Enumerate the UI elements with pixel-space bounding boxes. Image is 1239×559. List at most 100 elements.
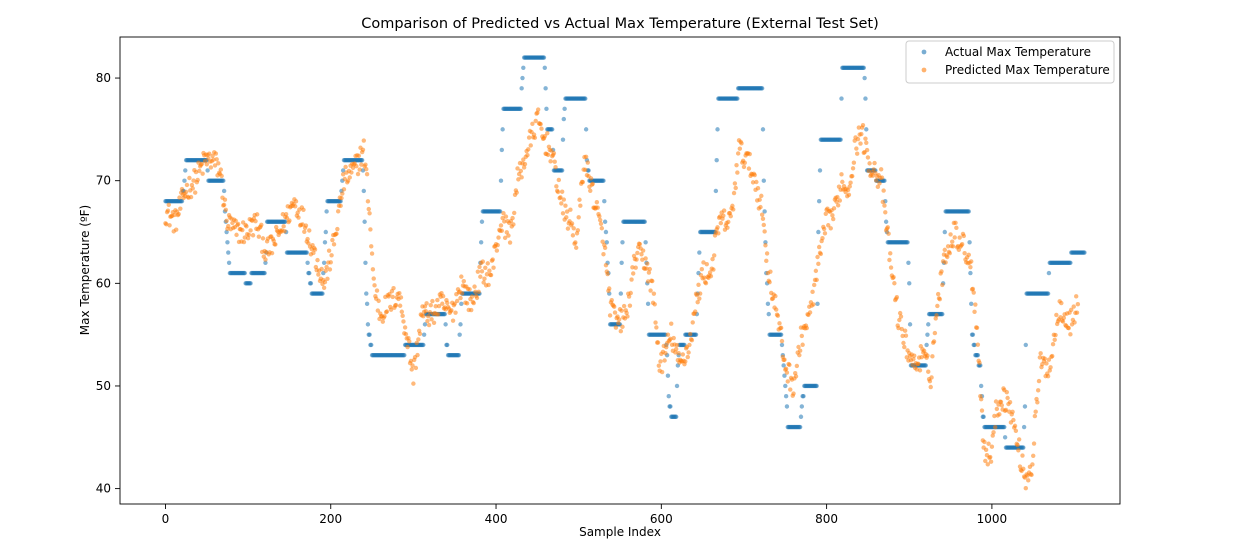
- predicted-point: [707, 270, 713, 275]
- predicted-point: [224, 218, 229, 224]
- predicted-point: [405, 344, 410, 350]
- predicted-point: [851, 160, 857, 165]
- y-tick-label: 70: [96, 174, 111, 188]
- predicted-point: [559, 201, 564, 206]
- predicted-point: [330, 237, 335, 243]
- predicted-point: [912, 353, 917, 358]
- predicted-point: [607, 286, 612, 291]
- actual-point: [248, 281, 253, 286]
- actual-point: [618, 291, 624, 296]
- predicted-point: [548, 159, 553, 164]
- legend-marker-actual: [921, 49, 927, 55]
- predicted-point: [848, 180, 853, 185]
- predicted-point: [917, 368, 923, 373]
- predicted-point: [1026, 478, 1031, 483]
- predicted-point: [440, 301, 445, 306]
- actual-point: [283, 219, 288, 224]
- actual-point: [561, 116, 566, 122]
- predicted-point: [502, 235, 508, 241]
- actual-point: [179, 199, 185, 204]
- actual-point: [815, 301, 820, 307]
- predicted-point: [674, 346, 679, 352]
- predicted-point: [633, 265, 638, 270]
- actual-point: [643, 240, 648, 245]
- predicted-point: [1052, 337, 1057, 343]
- actual-point: [586, 168, 591, 173]
- predicted-point: [715, 225, 720, 230]
- predicted-point: [864, 147, 870, 153]
- predicted-point: [775, 313, 781, 318]
- predicted-point: [950, 239, 955, 244]
- actual-point: [602, 199, 607, 204]
- predicted-point: [219, 173, 224, 179]
- actual-point: [863, 96, 868, 101]
- actual-point: [497, 209, 503, 214]
- predicted-point: [486, 282, 491, 288]
- predicted-point: [558, 195, 563, 200]
- predicted-point: [846, 192, 852, 198]
- predicted-point: [409, 367, 414, 372]
- predicted-point: [518, 168, 524, 174]
- predicted-point: [733, 185, 738, 191]
- predicted-point: [356, 153, 362, 158]
- predicted-point: [937, 296, 943, 302]
- predicted-point: [880, 199, 886, 205]
- predicted-point: [1069, 307, 1074, 312]
- predicted-point: [597, 217, 603, 223]
- predicted-point: [458, 295, 463, 301]
- predicted-point: [813, 268, 819, 274]
- predicted-point: [556, 177, 562, 183]
- actual-point: [1002, 424, 1007, 430]
- predicted-point: [631, 271, 636, 276]
- predicted-point: [688, 331, 693, 337]
- predicted-point: [966, 252, 971, 258]
- predicted-point: [302, 229, 307, 234]
- predicted-point: [260, 236, 266, 241]
- predicted-point: [366, 206, 371, 212]
- predicted-point: [188, 194, 194, 200]
- predicted-point: [653, 320, 658, 325]
- predicted-point: [651, 291, 657, 296]
- predicted-point: [397, 291, 402, 296]
- actual-point: [766, 311, 771, 317]
- predicted-point: [472, 284, 477, 289]
- predicted-point: [485, 261, 490, 266]
- actual-point: [457, 332, 462, 337]
- predicted-point: [598, 221, 604, 226]
- predicted-point: [234, 232, 239, 238]
- predicted-point: [349, 170, 354, 175]
- predicted-point: [361, 138, 366, 143]
- predicted-point: [345, 178, 351, 183]
- actual-point: [544, 106, 549, 112]
- predicted-point: [628, 290, 633, 296]
- predicted-point: [701, 260, 706, 265]
- actual-point: [500, 127, 505, 132]
- predicted-point: [580, 179, 586, 185]
- actual-point: [183, 168, 188, 173]
- predicted-point: [1061, 315, 1067, 321]
- predicted-point: [741, 164, 747, 170]
- predicted-point: [433, 304, 438, 309]
- actual-point: [978, 383, 984, 389]
- actual-point: [1002, 435, 1008, 440]
- predicted-point: [659, 369, 665, 375]
- predicted-point: [542, 134, 547, 139]
- predicted-point: [521, 165, 527, 170]
- predicted-point: [1007, 400, 1013, 405]
- predicted-point: [512, 210, 517, 216]
- predicted-point: [859, 131, 864, 137]
- predicted-point: [408, 358, 414, 364]
- actual-point: [839, 96, 844, 101]
- predicted-point: [375, 308, 381, 313]
- predicted-point: [891, 275, 896, 280]
- predicted-point: [669, 321, 674, 326]
- actual-point: [906, 260, 911, 265]
- actual-point: [458, 322, 463, 327]
- predicted-point: [957, 235, 962, 240]
- legend-box: [905, 40, 1115, 84]
- actual-point: [543, 86, 548, 91]
- predicted-point: [328, 260, 333, 265]
- predicted-point: [991, 430, 996, 435]
- predicted-point: [563, 203, 568, 208]
- predicted-point: [1050, 342, 1056, 347]
